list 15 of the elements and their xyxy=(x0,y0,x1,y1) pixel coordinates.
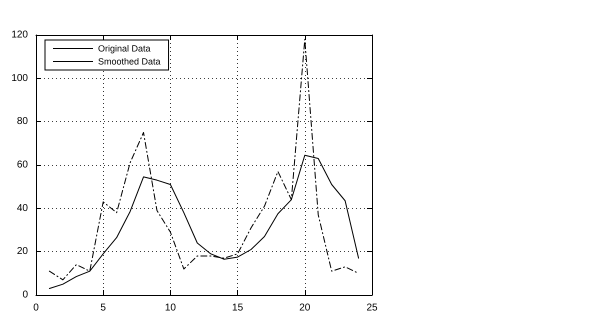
legend-label: Smoothed Data xyxy=(98,56,161,66)
y-tick-label: 100 xyxy=(11,72,28,84)
x-tick-label: 0 xyxy=(33,302,40,314)
x-tick-label: 15 xyxy=(232,302,244,314)
x-tick-label: 20 xyxy=(299,302,311,314)
y-tick-label: 80 xyxy=(16,116,28,128)
y-tick-label: 60 xyxy=(16,160,28,170)
x-tick-label: 5 xyxy=(100,302,106,314)
y-tick-label: 120 xyxy=(11,30,28,40)
x-tick-label: 25 xyxy=(366,302,378,314)
legend-label: Original Data xyxy=(98,44,151,54)
y-tick-label: 20 xyxy=(16,246,28,258)
y-tick-label: 0 xyxy=(22,290,28,300)
x-tick-label: 10 xyxy=(164,302,176,314)
y-tick-label: 40 xyxy=(16,202,28,214)
